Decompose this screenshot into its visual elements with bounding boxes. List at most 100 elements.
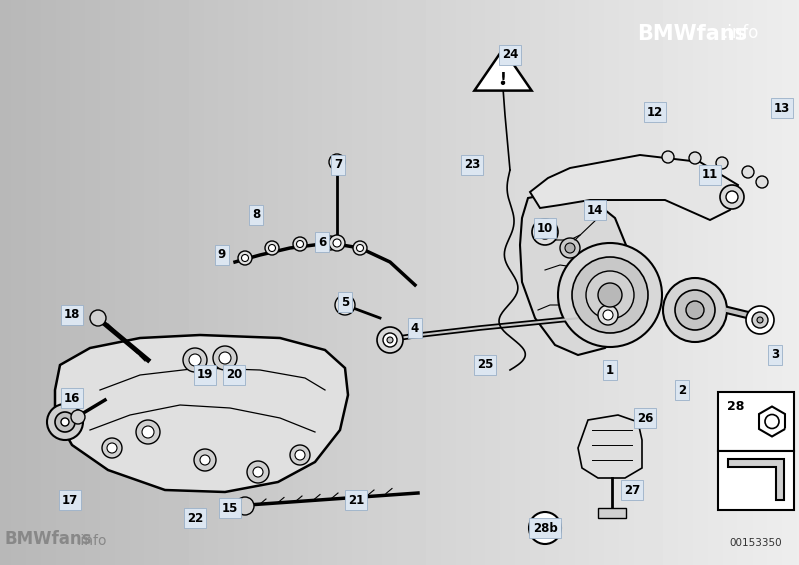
Circle shape [340,300,350,310]
Circle shape [219,352,231,364]
Text: 15: 15 [222,502,238,515]
Text: 3: 3 [771,349,779,362]
Text: 00153350: 00153350 [729,538,782,548]
Circle shape [136,420,160,444]
Circle shape [295,450,305,460]
Circle shape [383,333,397,347]
Circle shape [356,245,364,251]
Circle shape [565,243,575,253]
Text: 24: 24 [502,49,519,62]
Circle shape [586,271,634,319]
Text: 28: 28 [537,523,553,533]
Text: BMWfans: BMWfans [5,530,93,548]
Circle shape [102,438,122,458]
Circle shape [765,415,779,428]
Circle shape [236,497,254,515]
Text: 11: 11 [702,168,718,181]
Circle shape [71,410,85,424]
Text: !: ! [499,72,507,86]
Text: 18: 18 [64,308,80,321]
Text: 28: 28 [727,400,745,413]
Text: 25: 25 [477,359,493,372]
Circle shape [387,337,393,343]
Circle shape [47,404,83,440]
Circle shape [542,229,548,235]
Circle shape [200,455,210,465]
Text: 4: 4 [411,321,419,334]
Circle shape [756,176,768,188]
Text: 27: 27 [624,484,640,497]
Text: 28b: 28b [533,521,558,534]
Circle shape [746,306,774,334]
Circle shape [501,81,505,85]
Text: 23: 23 [464,159,480,172]
Circle shape [377,327,403,353]
Bar [598,508,626,518]
Circle shape [265,241,279,255]
Text: 16: 16 [64,392,80,405]
Text: 6: 6 [318,236,326,249]
Text: 20: 20 [226,368,242,381]
Circle shape [353,241,367,255]
Circle shape [726,191,738,203]
Circle shape [757,317,763,323]
Text: 17: 17 [62,493,78,506]
Circle shape [90,310,106,326]
Circle shape [598,283,622,307]
Text: BMWfans: BMWfans [637,24,747,44]
Circle shape [663,278,727,342]
Text: 22: 22 [187,511,203,524]
Circle shape [183,348,207,372]
Text: 10: 10 [537,221,553,234]
Text: 7: 7 [334,159,342,172]
Circle shape [107,443,117,453]
Circle shape [247,461,269,483]
Text: 8: 8 [252,208,260,221]
Circle shape [61,418,69,426]
Circle shape [290,445,310,465]
Text: 2: 2 [678,384,686,397]
Circle shape [752,312,768,328]
Text: .info: .info [76,534,106,548]
Circle shape [538,225,552,239]
Circle shape [572,257,648,333]
Circle shape [720,185,744,209]
Circle shape [329,154,345,170]
Text: 1: 1 [606,363,614,376]
Polygon shape [55,335,348,492]
Text: 12: 12 [647,106,663,119]
Bar [718,392,794,451]
Circle shape [529,512,561,544]
Circle shape [253,467,263,477]
Circle shape [598,305,618,325]
Circle shape [333,239,341,247]
Circle shape [194,449,216,471]
Circle shape [238,251,252,265]
Circle shape [213,346,237,370]
Circle shape [327,240,333,246]
Text: 19: 19 [197,368,213,381]
Polygon shape [530,155,738,220]
Circle shape [742,166,754,178]
Circle shape [268,245,276,251]
Circle shape [189,354,201,366]
Circle shape [532,219,558,245]
Circle shape [296,241,304,247]
Circle shape [55,412,75,432]
Circle shape [560,238,580,258]
Polygon shape [759,406,785,437]
Polygon shape [728,459,784,500]
Circle shape [558,243,662,347]
Circle shape [241,254,248,262]
Circle shape [329,235,345,251]
Circle shape [689,152,701,164]
Text: 14: 14 [586,203,603,216]
Text: 21: 21 [348,493,364,506]
Polygon shape [475,49,531,90]
Text: .info: .info [722,24,758,42]
Polygon shape [578,415,642,478]
Circle shape [335,295,355,315]
Circle shape [142,426,154,438]
Circle shape [662,151,674,163]
Circle shape [675,290,715,330]
